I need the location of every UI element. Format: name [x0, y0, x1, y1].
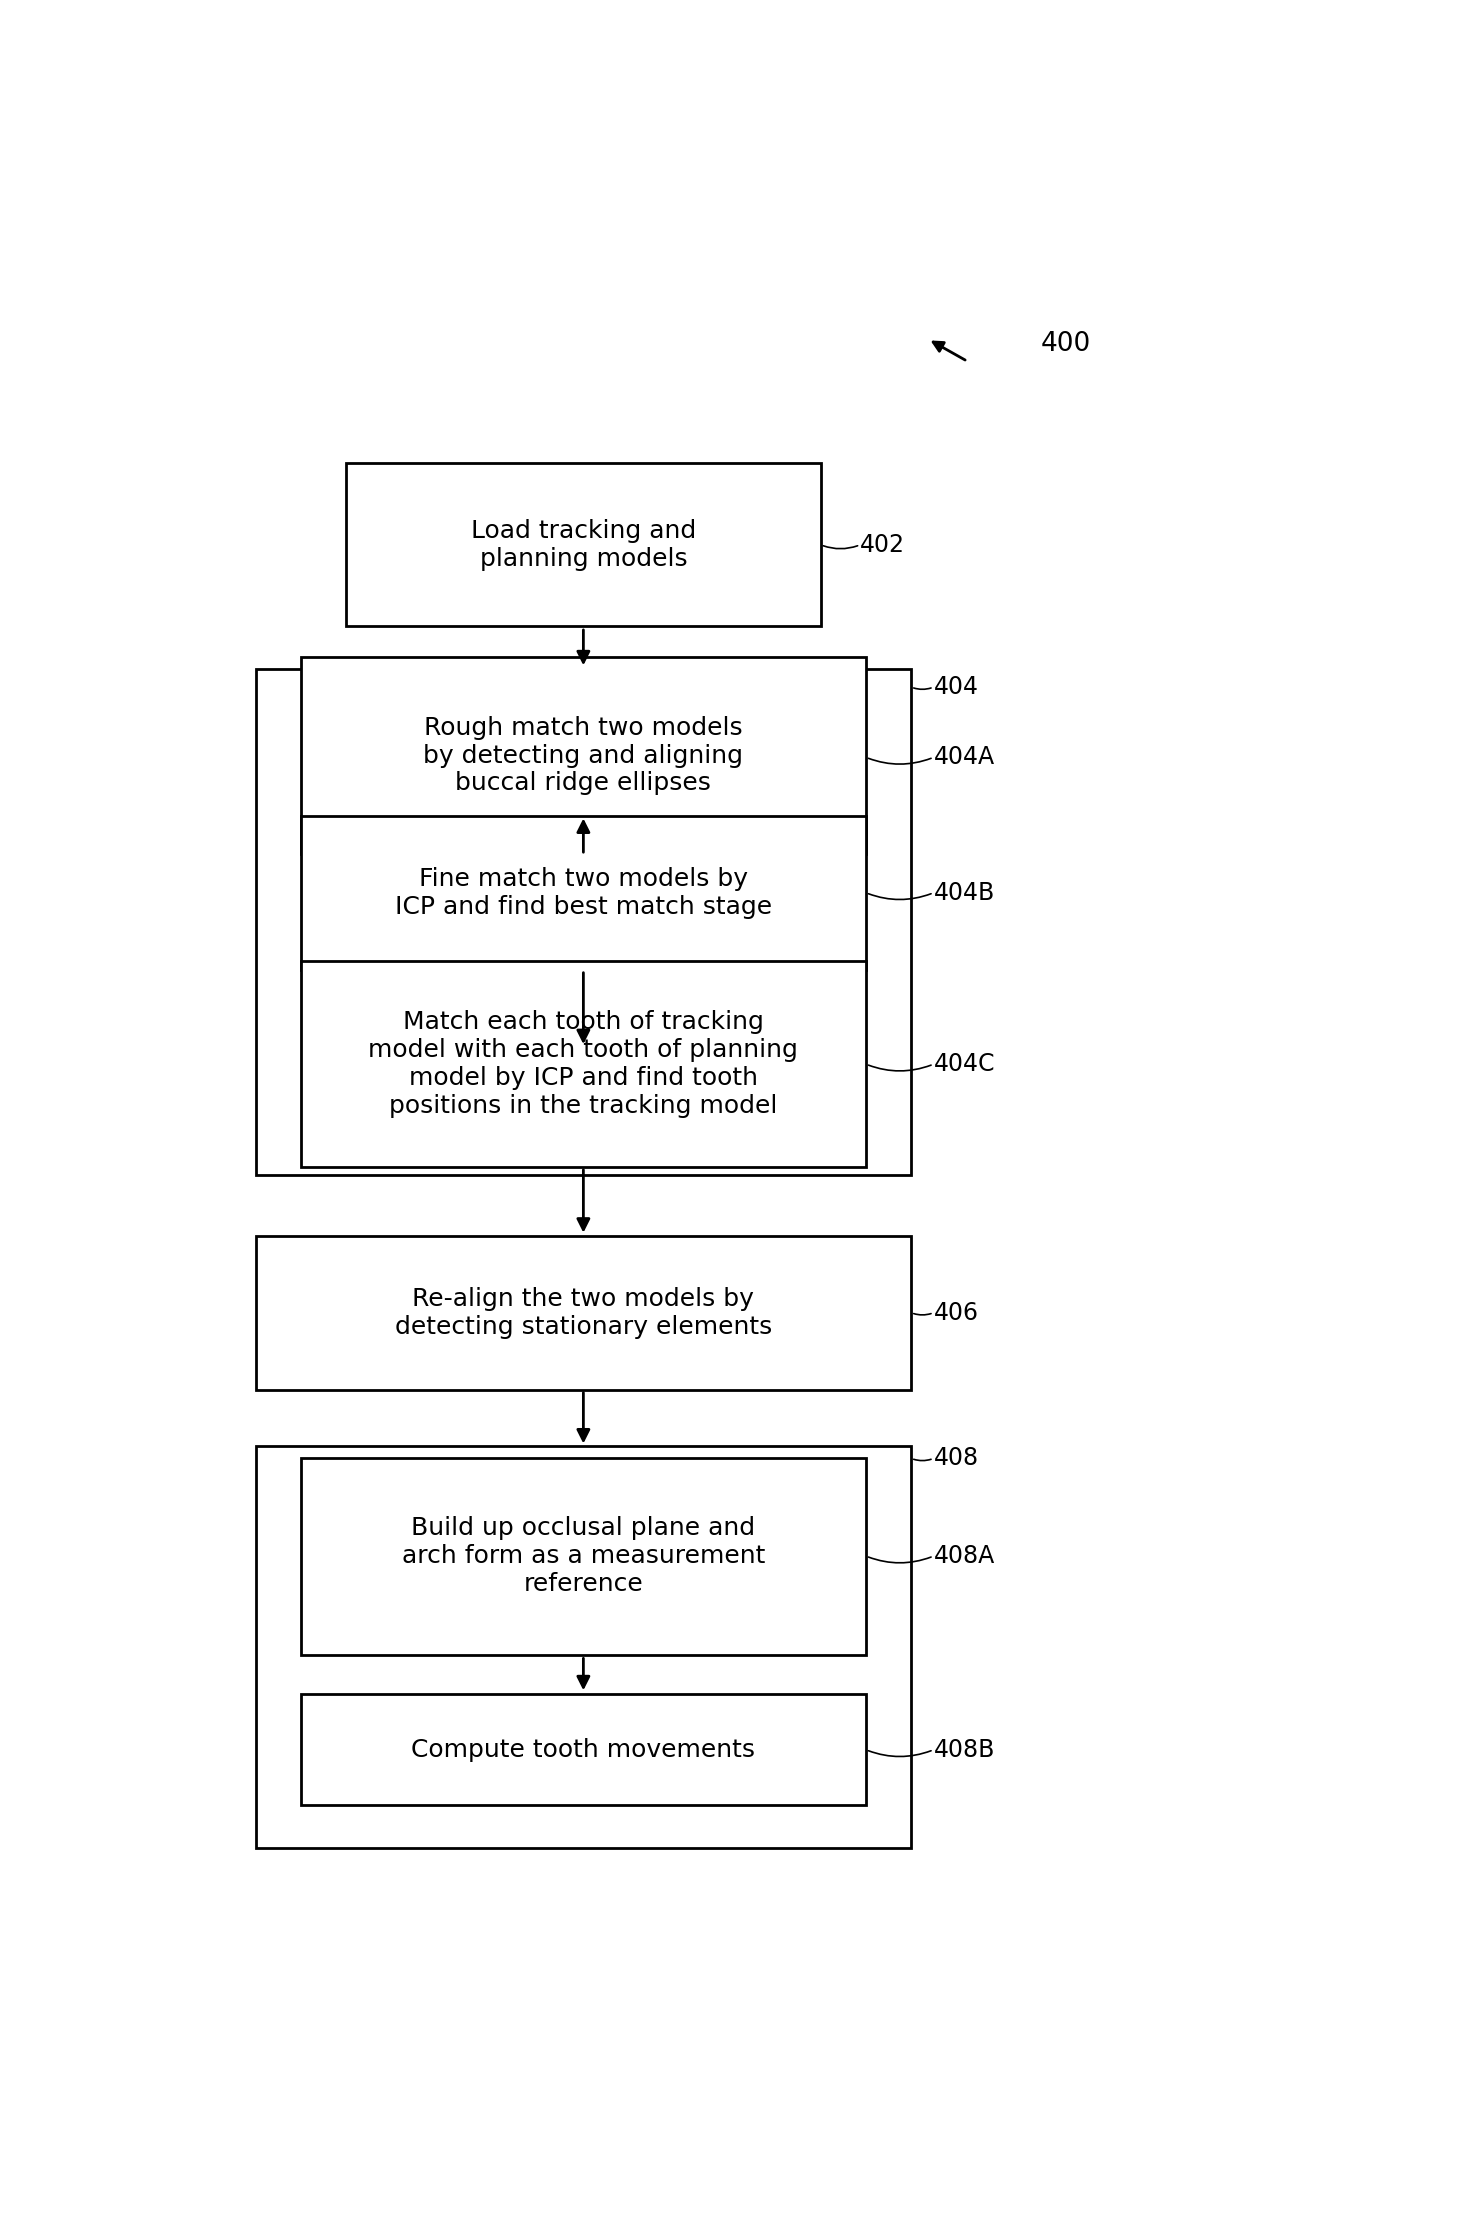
- Text: 408A: 408A: [933, 1545, 994, 1567]
- Text: 406: 406: [933, 1300, 978, 1324]
- Text: Match each tooth of tracking
model with each tooth of planning
model by ICP and : Match each tooth of tracking model with …: [369, 1011, 799, 1117]
- FancyBboxPatch shape: [255, 1445, 911, 1848]
- FancyBboxPatch shape: [255, 670, 911, 1175]
- Text: 400: 400: [1041, 332, 1091, 356]
- FancyBboxPatch shape: [255, 1235, 911, 1389]
- Text: Rough match two models
by detecting and aligning
buccal ridge ellipses: Rough match two models by detecting and …: [423, 717, 744, 795]
- Text: 404C: 404C: [933, 1053, 996, 1075]
- FancyBboxPatch shape: [300, 815, 866, 971]
- FancyBboxPatch shape: [300, 962, 866, 1166]
- FancyBboxPatch shape: [346, 463, 821, 626]
- Text: 402: 402: [860, 532, 905, 556]
- Text: 408B: 408B: [933, 1739, 994, 1761]
- FancyBboxPatch shape: [300, 657, 866, 855]
- Text: Fine match two models by
ICP and find best match stage: Fine match two models by ICP and find be…: [395, 866, 771, 919]
- Text: 404B: 404B: [933, 881, 994, 904]
- Text: Build up occlusal plane and
arch form as a measurement
reference: Build up occlusal plane and arch form as…: [402, 1516, 765, 1596]
- Text: Compute tooth movements: Compute tooth movements: [411, 1739, 755, 1761]
- Text: Load tracking and
planning models: Load tracking and planning models: [471, 519, 695, 570]
- FancyBboxPatch shape: [300, 1458, 866, 1654]
- Text: 404: 404: [933, 674, 978, 699]
- Text: 408: 408: [933, 1447, 978, 1471]
- FancyBboxPatch shape: [300, 1694, 866, 1805]
- Text: 404A: 404A: [933, 746, 994, 770]
- Text: Re-align the two models by
detecting stationary elements: Re-align the two models by detecting sta…: [395, 1287, 771, 1338]
